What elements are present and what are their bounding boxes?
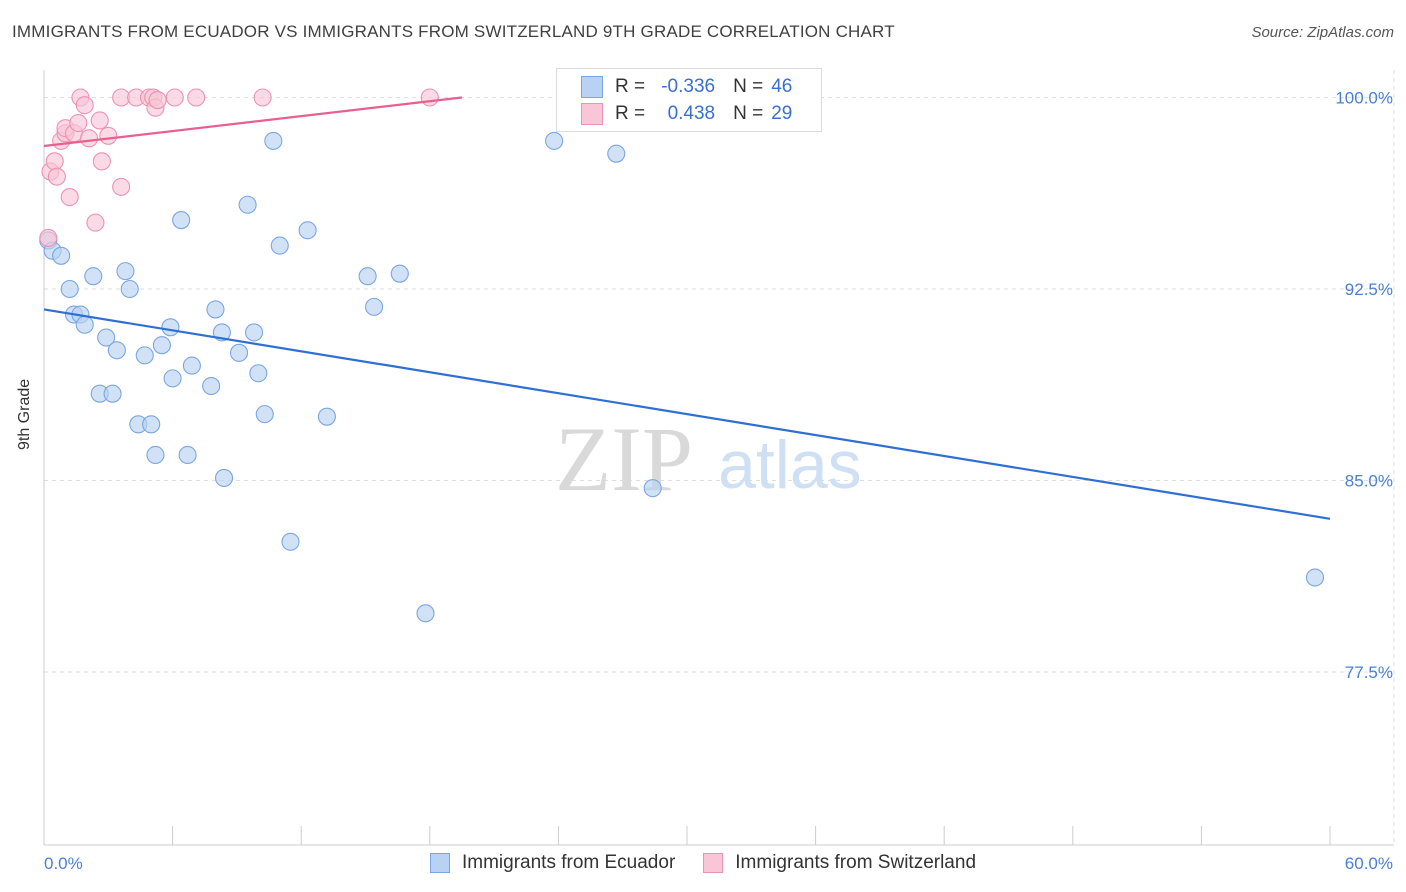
- axes: [43, 70, 1394, 846]
- blue-data-point: [416, 604, 435, 623]
- blue-data-point: [107, 341, 126, 360]
- blue-data-point: [317, 407, 336, 426]
- blue-data-point: [249, 364, 268, 383]
- pink-data-point: [112, 88, 131, 107]
- blue-data-point: [298, 221, 317, 240]
- series-legend: Immigrants from Ecuador Immigrants from …: [0, 852, 1406, 874]
- legend-r-label: R =: [615, 76, 646, 97]
- blue-data-point: [1305, 568, 1325, 587]
- pink-data-point: [253, 88, 272, 107]
- blue-data-point: [163, 369, 182, 388]
- pink-data-point: [90, 111, 109, 130]
- series-swatch-blue: [429, 853, 450, 873]
- pink-data-point: [420, 88, 439, 107]
- blue-data-point: [643, 479, 662, 498]
- source-label: Source: ZipAtlas.com: [1251, 24, 1394, 41]
- blue-data-point: [264, 131, 283, 150]
- blue-data-point: [120, 279, 139, 299]
- pink-data-point: [187, 88, 206, 107]
- blue-data-point: [52, 246, 71, 265]
- blue-data-point: [390, 264, 409, 283]
- y-tick-label: 77.5%: [1345, 663, 1393, 682]
- blue-data-point: [281, 532, 300, 551]
- pink-data-point: [165, 88, 184, 107]
- blue-data-point: [202, 376, 221, 396]
- blue-data-point: [229, 343, 249, 362]
- y-tick-label: 100.0%: [1335, 89, 1393, 108]
- watermark-zip: ZIP: [555, 408, 693, 510]
- blue-data-point: [545, 131, 564, 150]
- blue-data-point: [146, 445, 165, 465]
- series-swatch-pink: [703, 853, 724, 873]
- blue-data-point: [135, 346, 154, 365]
- pink-data-point: [60, 188, 79, 207]
- blue-data-point: [270, 236, 289, 255]
- blue-data-point: [75, 315, 94, 334]
- blue-data-point: [116, 262, 135, 281]
- blue-data-point: [255, 405, 274, 424]
- pink-data-point: [69, 113, 88, 133]
- pink-data-point: [47, 167, 66, 186]
- legend-n-label: N =: [733, 103, 764, 124]
- x-tick-label: 60.0%: [1345, 854, 1393, 873]
- legend-n-label: N =: [733, 76, 764, 97]
- blue-data-point: [238, 195, 257, 214]
- blue-data-point: [97, 328, 116, 347]
- legend-r-value: 0.438: [667, 103, 716, 124]
- legend-swatch-blue: [581, 76, 603, 98]
- legend-r-label: R =: [615, 103, 646, 124]
- blue-data-point: [244, 323, 264, 342]
- legend-n-value: 29: [771, 103, 793, 124]
- pink-data-point: [39, 228, 58, 247]
- blue-data-point: [178, 445, 197, 465]
- pink-trend-line: [43, 96, 463, 148]
- watermark: ZIP atlas: [555, 408, 862, 510]
- legend-row-switzerland: R = 0.438 N = 29: [581, 102, 792, 126]
- y-tick-label: 92.5%: [1345, 280, 1393, 299]
- pink-data-point: [75, 96, 94, 115]
- blue-data-point: [172, 211, 191, 230]
- chart-title: IMMIGRANTS FROM ECUADOR VS IMMIGRANTS FR…: [12, 22, 895, 41]
- legend-r-value: -0.336: [661, 76, 716, 97]
- legend-swatch-pink: [581, 103, 603, 125]
- blue-data-point: [103, 384, 122, 403]
- pink-data-point: [45, 152, 64, 171]
- blue-data-point: [182, 356, 201, 375]
- x-tick-label: 0.0%: [44, 854, 83, 873]
- pink-data-point: [99, 126, 118, 145]
- legend-n-value: 46: [771, 76, 793, 97]
- legend-row-ecuador: R = -0.336 N = 46: [581, 75, 792, 99]
- pink-data-point: [86, 213, 105, 232]
- series-legend-ecuador[interactable]: Immigrants from Ecuador: [429, 852, 676, 874]
- blue-data-point: [365, 297, 384, 316]
- blue-data-point: [607, 144, 626, 163]
- correlation-legend: R = -0.336 N = 46 R = 0.438 N = 29: [556, 68, 822, 132]
- blue-data-point: [84, 267, 103, 286]
- pink-data-point: [112, 177, 131, 196]
- y-tick-label: 85.0%: [1345, 472, 1393, 491]
- trend-lines: [43, 96, 1331, 520]
- series-legend-switzerland[interactable]: Immigrants from Switzerland: [703, 852, 976, 874]
- blue-data-point: [142, 415, 161, 434]
- blue-trend-line: [43, 308, 1331, 520]
- pink-data-point: [148, 91, 167, 110]
- blue-data-point: [60, 279, 79, 299]
- blue-data-point: [214, 468, 234, 487]
- tick-labels: 100.0% 92.5% 85.0% 77.5% 0.0% 60.0%: [44, 89, 1393, 874]
- pink-data-point: [92, 152, 111, 171]
- pink-data-point: [79, 129, 99, 148]
- blue-data-point: [206, 300, 225, 319]
- blue-data-point: [358, 267, 377, 286]
- series-name-switzerland: Immigrants from Switzerland: [735, 852, 977, 873]
- data-points: [39, 88, 1325, 623]
- blue-data-point: [161, 318, 180, 337]
- series-name-ecuador: Immigrants from Ecuador: [461, 852, 676, 873]
- blue-data-point: [152, 336, 171, 355]
